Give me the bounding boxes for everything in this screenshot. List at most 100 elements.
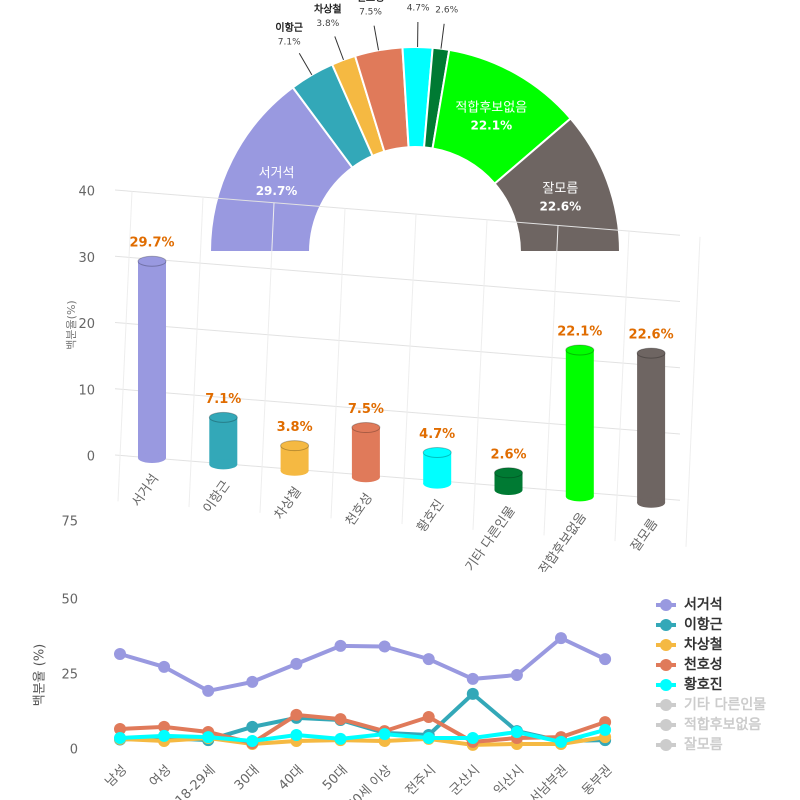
series-line [119,727,606,744]
leader-line [373,25,380,51]
point [158,720,171,733]
x-tick-label: 차상철 [272,484,305,522]
y-axis-label: 백분율 (%) [33,644,48,707]
x-tick-label: 기타 다른인물 [463,504,519,575]
point [114,732,126,744]
legend-marker [660,659,672,671]
bar-bottom [138,453,166,463]
point [510,669,523,681]
bar-bottom [423,478,452,489]
point [114,723,126,735]
slice-value: 2.6% [435,6,458,16]
x-tick-label: 30대 [232,763,263,794]
legend-marker [660,599,672,611]
grid-line-vertical [188,197,204,508]
leader-line [440,23,445,49]
grid-line [114,454,681,501]
grid-line [114,255,681,302]
value-label: 7.1% [205,392,241,407]
x-tick-label: 익산시 [491,763,527,799]
legend-marker [660,619,672,631]
legend-marker [660,739,672,751]
value-label: 3.8% [277,420,313,435]
x-tick-label: 천호성 [343,491,376,529]
x-tick-label: 군산시 [447,763,483,799]
x-tick-label: 이항근 [201,478,234,516]
x-tick-label: 50대 [320,763,351,794]
series-line [119,712,606,746]
slice-value: 7.5% [359,7,382,17]
y-tick-label: 50 [61,593,78,608]
bar [637,353,666,503]
slice-value: 4.7% [407,4,430,14]
point [202,731,215,744]
slice-label: 적합후보없음 [455,101,527,116]
grid-line-vertical [259,202,275,513]
grid-line [114,189,681,236]
legend-marker [660,639,672,651]
x-tick-label: 서남부권 [527,763,571,800]
value-label: 22.6% [629,328,674,343]
bar [423,452,452,484]
bar-top [208,411,238,423]
grid-line-vertical [330,208,346,519]
legend-marker [660,719,672,731]
bar-bottom [637,497,666,508]
grid-line-vertical [685,236,701,547]
grid-line-vertical [117,191,133,502]
bar-bottom [280,465,309,476]
bar-bottom [565,491,594,502]
slice-value: 7.1% [278,37,301,47]
bar-top [494,467,523,479]
point [290,708,303,721]
legend-label: 차상철 [684,637,723,653]
y-axis-label: 백분율(%) [65,300,78,349]
point [290,657,303,670]
legend-label: 잘모름 [684,737,723,753]
value-label: 7.5% [348,402,384,417]
point [422,711,435,723]
point [246,735,259,747]
leader-line [298,52,313,76]
bar-top [351,422,381,434]
value-label: 29.7% [129,236,174,251]
y-tick-label: 25 [61,668,78,683]
bar-bottom [494,485,523,495]
x-tick-label: 40대 [276,763,307,794]
value-label: 2.6% [490,447,526,462]
x-tick-label: 여성 [147,763,175,791]
x-tick-label: 18-29세 [173,763,219,800]
x-tick-label: 남성 [103,763,131,791]
legend-label: 황호진 [684,676,723,693]
legend-label: 천호성 [684,657,723,673]
slice-label: 천호성 [357,0,385,4]
point [158,660,171,673]
point [334,732,347,745]
series-line [119,635,606,694]
point [378,728,391,741]
bar-bottom [209,459,238,470]
point [422,732,435,744]
x-tick-label: 서거석 [129,472,162,510]
grid-line-vertical [401,214,417,525]
slice-value: 22.1% [470,119,512,133]
x-tick-label: 60세 이상 [344,763,395,800]
point [510,726,523,738]
grid-line-vertical [472,219,488,530]
point [422,653,435,666]
bar [138,261,166,458]
donut-slice [493,117,622,253]
point [378,640,391,653]
bar-top [636,347,666,359]
grid-line-vertical [614,231,630,542]
x-tick-label: 전주시 [403,763,439,799]
annotation: 75 [61,515,78,530]
point [466,687,479,700]
x-tick-label: 황호진 [414,497,447,535]
slice-label: 잘모름 [542,182,578,197]
slice-value: 29.7% [256,184,298,198]
bar [351,427,380,478]
leader-line [334,36,344,61]
slice-value: 22.6% [540,200,582,214]
